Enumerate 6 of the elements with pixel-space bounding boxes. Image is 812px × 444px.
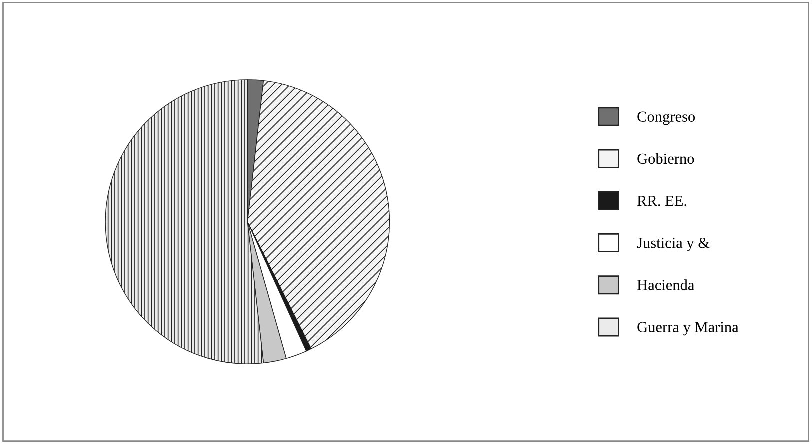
legend-label: Congreso xyxy=(638,112,696,126)
legend-label: Gobierno xyxy=(638,153,694,164)
legend-label: Hacienda xyxy=(637,280,695,290)
legend-label: Justicia y & xyxy=(637,238,710,252)
legend-label: Guerra y Marina xyxy=(638,322,739,336)
legend-label: RR. EE. xyxy=(637,196,687,206)
